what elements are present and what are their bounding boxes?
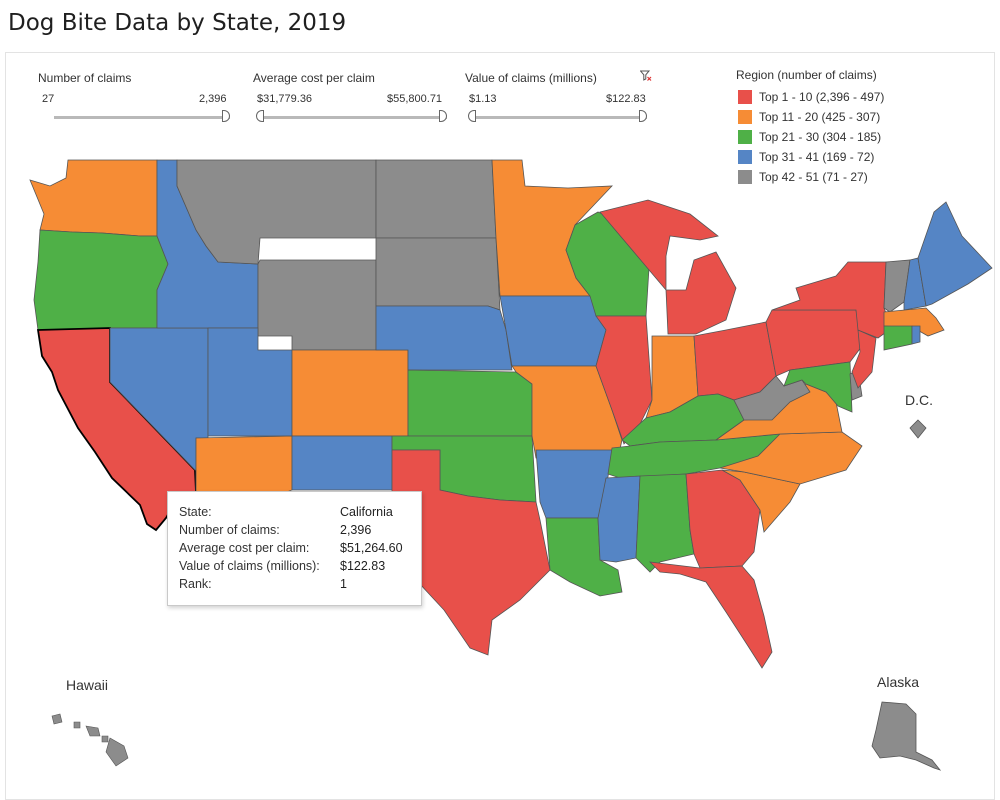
state-oregon[interactable] [33,229,169,331]
state-vermont[interactable] [883,259,911,313]
hawaii-label: Hawaii [66,677,109,693]
page-title: Dog Bite Data by State, 2019 [8,10,347,36]
state-texas[interactable] [391,449,551,656]
legend-label: Top 21 - 30 (304 - 185) [759,130,882,144]
state-florida[interactable] [648,561,773,669]
filter-min-value: $31,779.36 [257,93,313,105]
slider-min-handle[interactable] [468,110,476,122]
state-alabama[interactable] [635,473,695,573]
filter-min-value: 27 [42,93,55,105]
legend-item-tier-5[interactable]: Top 42 - 51 (71 - 27) [736,167,884,187]
filter-title: Value of claims (millions) [465,71,597,85]
legend-swatch [738,90,752,104]
dc-label: D.C. [905,392,933,408]
state-iowa[interactable] [499,295,607,367]
filter-min-value: $1.13 [469,93,497,105]
state-hawaii[interactable] [51,713,129,767]
tooltip-value: California [340,505,393,519]
state-tooltip: State: California Number of claims: 2,39… [167,491,422,606]
state-maine[interactable] [917,201,993,307]
state-kansas[interactable] [407,369,533,437]
legend-title: Region (number of claims) [736,68,877,82]
state-wyoming[interactable] [257,259,377,351]
state-west-virginia[interactable] [733,375,811,421]
state-new-mexico[interactable] [291,435,393,491]
tooltip-label: Value of claims (millions): [179,559,320,573]
tooltip-row-rank: Rank: 1 [179,577,347,595]
slider-track[interactable] [54,116,230,119]
legend-label: Top 31 - 41 (169 - 72) [759,150,875,164]
legend-item-tier-1[interactable]: Top 1 - 10 (2,396 - 497) [736,87,884,107]
alaska-label: Alaska [877,674,920,690]
tooltip-label: Average cost per claim: [179,541,310,555]
state-michigan[interactable] [599,199,737,335]
tooltip-value: 1 [340,577,347,591]
legend-label: Top 11 - 20 (425 - 307) [759,110,881,124]
tooltip-row-state: State: California [179,505,393,523]
slider-max-handle[interactable] [439,110,447,122]
state-north-dakota[interactable] [375,159,497,239]
state-connecticut[interactable] [883,325,913,351]
legend-label: Top 42 - 51 (71 - 27) [759,170,868,184]
state-new-hampshire[interactable] [903,257,927,311]
state-mississippi[interactable] [597,475,641,563]
tooltip-row-avg-cost: Average cost per claim: $51,264.60 [179,541,403,559]
slider-max-handle[interactable] [222,110,230,122]
legend-swatch [738,150,752,164]
state-north-carolina[interactable] [719,431,863,485]
legend-swatch [738,170,752,184]
state-illinois[interactable] [595,315,653,445]
filter-max-value: 2,396 [199,93,227,105]
slider-track[interactable] [259,116,447,119]
region-legend: Region (number of claims) Top 1 - 10 (2,… [736,68,884,187]
state-south-dakota[interactable] [375,237,501,311]
state-utah[interactable] [207,327,293,437]
filter-title: Number of claims [38,71,132,85]
state-district-of-columbia[interactable] [909,419,927,439]
state-new-jersey[interactable] [851,329,877,389]
tooltip-row-claims: Number of claims: 2,396 [179,523,371,541]
tooltip-label: Rank: [179,577,212,591]
filter-max-value: $55,800.71 [387,93,443,105]
filter-max-value: $122.83 [606,93,646,105]
slider-max-handle[interactable] [639,110,647,122]
legend-item-tier-2[interactable]: Top 11 - 20 (425 - 307) [736,107,884,127]
clear-filter-icon[interactable] [640,70,652,82]
tooltip-label: Number of claims: [179,523,280,537]
legend-label: Top 1 - 10 (2,396 - 497) [759,90,885,104]
legend-swatch [738,110,752,124]
tooltip-value: 2,396 [340,523,372,537]
state-rhode-island[interactable] [911,325,921,345]
slider-track[interactable] [471,116,647,119]
slider-min-handle[interactable] [256,110,264,122]
legend-swatch [738,130,752,144]
filter-title: Average cost per claim [253,71,375,85]
legend-item-tier-4[interactable]: Top 31 - 41 (169 - 72) [736,147,884,167]
state-alaska[interactable] [871,701,942,771]
tooltip-row-value: Value of claims (millions): $122.83 [179,559,385,577]
tooltip-label: State: [179,505,212,519]
state-colorado[interactable] [291,349,409,437]
state-washington[interactable] [29,159,158,237]
tooltip-value: $122.83 [340,559,386,573]
tooltip-value: $51,264.60 [340,541,403,555]
legend-item-tier-3[interactable]: Top 21 - 30 (304 - 185) [736,127,884,147]
